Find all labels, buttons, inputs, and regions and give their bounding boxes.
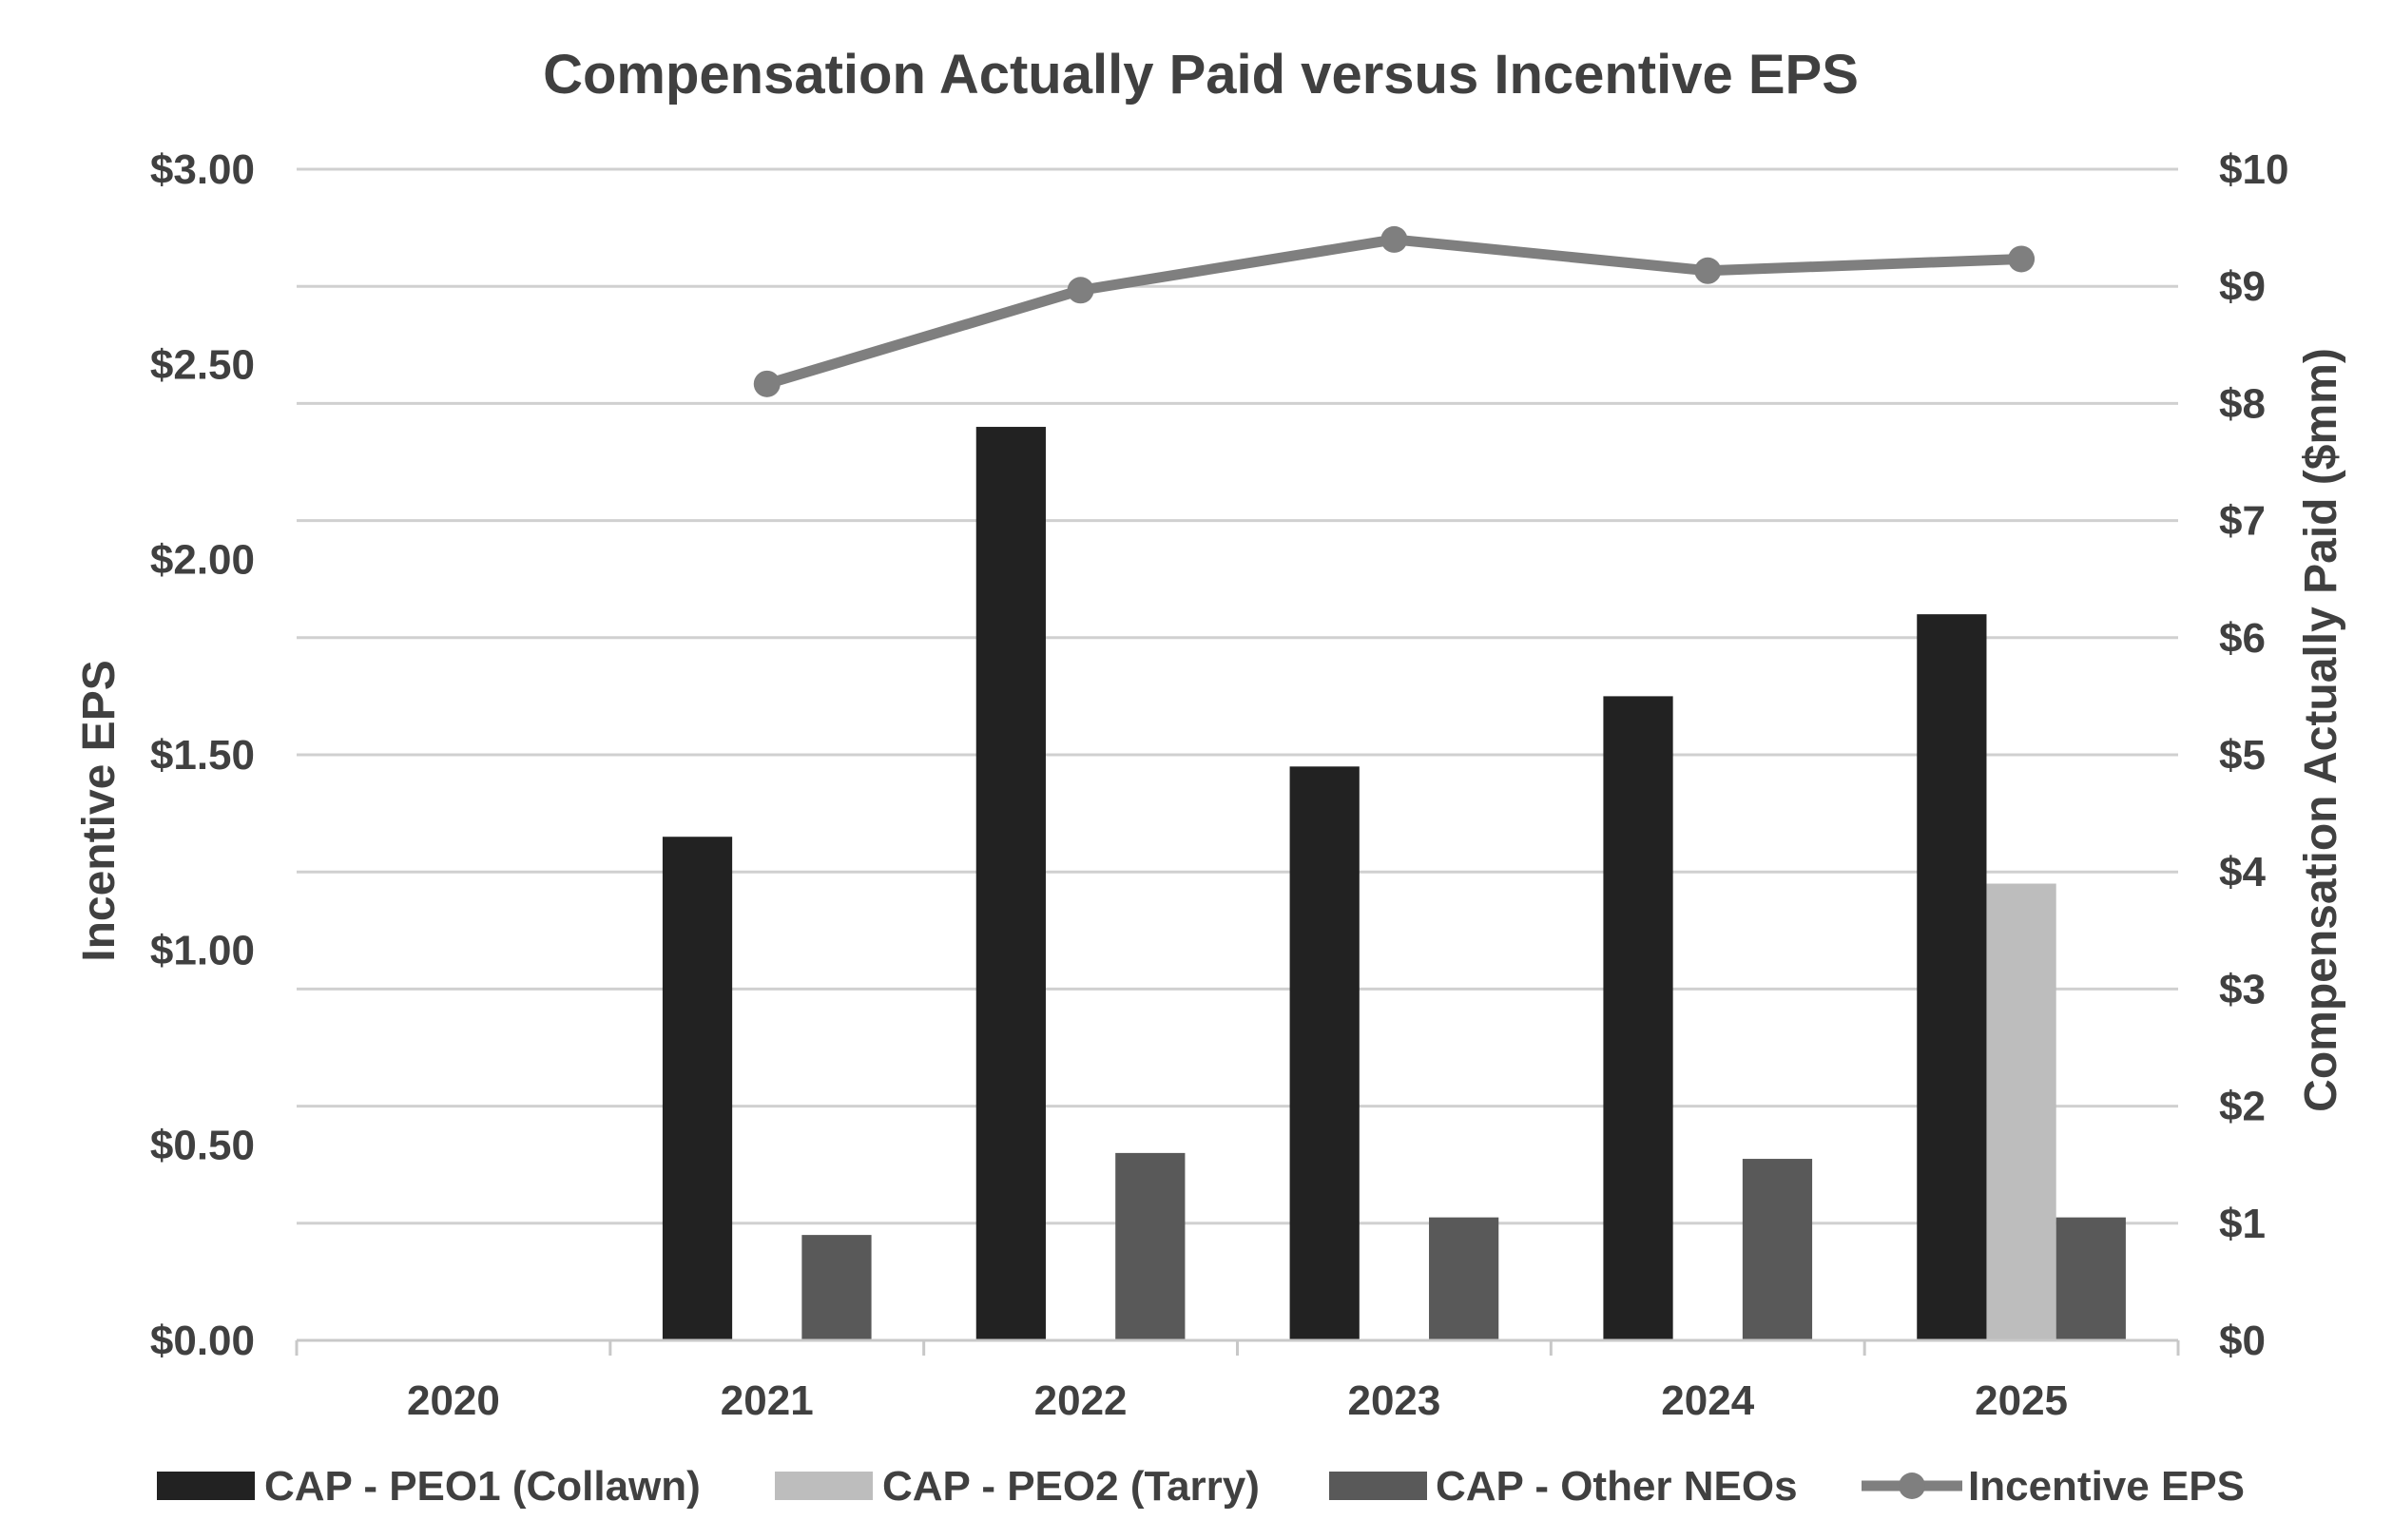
bars (662, 427, 2126, 1340)
y-right-tick-label: $9 (2219, 263, 2266, 310)
y-right-tick-label: $4 (2219, 849, 2266, 895)
y-right-tick-label: $6 (2219, 615, 2266, 662)
x-tick-label: 2023 (1347, 1377, 1440, 1424)
eps-point-2024 (1694, 257, 1722, 284)
y-left-tick-label: $1.50 (150, 732, 255, 779)
eps-point-2021 (753, 370, 781, 397)
y-left-tick-label: $2.50 (150, 341, 255, 388)
bar-cap-peo2-tarry-2025 (1986, 883, 2056, 1340)
bar-cap-peo1-collawn-2022 (975, 427, 1046, 1340)
y-left-tick-label: $0.50 (150, 1123, 255, 1169)
eps-point-2023 (1380, 225, 1408, 253)
bar-cap-other-neos-2025 (2055, 1217, 2126, 1340)
legend-swatch (775, 1472, 873, 1500)
y-left-tick-label: $3.00 (150, 146, 255, 193)
x-tick-label: 2021 (721, 1377, 814, 1424)
y-right-tick-label: $2 (2219, 1084, 2266, 1130)
legend-label: CAP - Other NEOs (1436, 1463, 1798, 1510)
legend-label: Incentive EPS (1968, 1463, 2245, 1510)
x-tick-label: 2025 (1975, 1377, 2068, 1424)
bar-cap-other-neos-2022 (1115, 1152, 1186, 1340)
bar-cap-peo1-collawn-2021 (662, 837, 733, 1340)
eps-line (753, 225, 2036, 397)
eps-point-2025 (2008, 245, 2036, 273)
legend-swatch (1329, 1472, 1427, 1500)
legend-swatch (157, 1472, 255, 1500)
bar-cap-other-neos-2024 (1742, 1159, 1813, 1340)
legend-label: CAP - PEO1 (Collawn) (264, 1463, 701, 1510)
bar-cap-other-neos-2021 (801, 1235, 872, 1340)
x-tick-label: 2024 (1661, 1377, 1754, 1424)
y-right-tick-label: $0 (2219, 1318, 2266, 1364)
bar-cap-peo1-collawn-2024 (1603, 696, 1673, 1340)
y-right-tick-label: $8 (2219, 380, 2266, 427)
eps-line-path (765, 234, 2022, 390)
right-axis-title: Compensation Actually Paid ($mm) (2296, 348, 2346, 1112)
y-right-tick-label: $3 (2219, 966, 2266, 1012)
x-tick-label: 2020 (407, 1377, 500, 1424)
y-left-tick-label: $2.00 (150, 537, 255, 584)
y-right-tick-label: $10 (2219, 146, 2288, 193)
bar-cap-other-neos-2023 (1429, 1217, 1499, 1340)
legend-label: CAP - PEO2 (Tarry) (882, 1463, 1260, 1510)
gridlines (297, 167, 2178, 1225)
legend-swatch-marker (1899, 1473, 1925, 1499)
y-left-tick-label: $0.00 (150, 1318, 255, 1364)
x-tick-label: 2022 (1034, 1377, 1128, 1424)
bar-cap-peo1-collawn-2023 (1289, 766, 1360, 1340)
y-right-tick-label: $7 (2219, 498, 2266, 545)
eps-point-2022 (1067, 277, 1094, 304)
bar-cap-peo1-collawn-2025 (1917, 614, 1987, 1340)
left-axis-title: Incentive EPS (74, 660, 125, 961)
y-left-tick-label: $1.00 (150, 927, 255, 973)
legend: CAP - PEO1 (Collawn) CAP - PEO2 (Tarry) CA… (157, 1463, 2245, 1510)
y-right-tick-label: $5 (2219, 732, 2266, 779)
y-right-tick-label: $1 (2219, 1201, 2266, 1247)
axes: 2020 2021 2022 2023 2024 2025 $0.00 $0.50 $1.00 $… (150, 146, 2289, 1424)
chart-title: Compensation Actually Paid versus Incent… (543, 44, 1859, 106)
